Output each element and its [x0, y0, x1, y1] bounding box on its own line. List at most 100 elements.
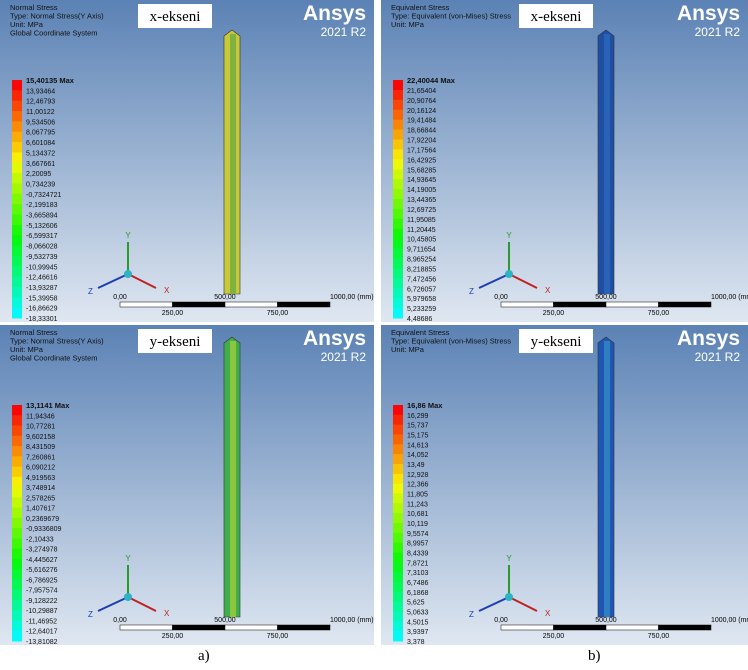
legend-band: [12, 90, 22, 101]
scale-segment: [278, 302, 331, 307]
triad-origin: [124, 593, 132, 601]
legend-value: -11,46952: [26, 618, 57, 625]
legend-value: 4,48686: [407, 316, 432, 322]
legend-value: 15,175: [407, 433, 429, 440]
legend-value: 20,90764: [407, 98, 436, 105]
legend-band: [12, 600, 22, 611]
triad-label: Z: [88, 287, 93, 296]
legend-value: 7,260861: [26, 454, 55, 461]
legend-value: -2,199183: [26, 202, 58, 209]
legend-value: 11,243: [407, 501, 428, 508]
legend-value: 12,928: [407, 472, 429, 479]
legend-value: 8,965254: [407, 257, 436, 264]
legend-band: [393, 533, 403, 543]
legend-band: [393, 562, 403, 572]
triad-origin: [124, 270, 132, 278]
legend-band: [393, 513, 403, 523]
triad-origin: [505, 270, 513, 278]
scale-label: 250,00: [162, 633, 184, 640]
legend-band: [12, 446, 22, 457]
legend-band: [12, 508, 22, 519]
triad-label: Y: [125, 554, 131, 563]
legend-value: 11,95085: [407, 217, 436, 224]
legend-band: [12, 111, 22, 122]
legend-band: [12, 277, 22, 288]
version: 2021 R2: [695, 25, 741, 39]
legend-value: -0,7324721: [26, 192, 62, 199]
triad-label: Y: [506, 554, 512, 563]
legend-value: 14,052: [407, 452, 429, 459]
legend-value: 6,601084: [26, 140, 55, 147]
legend-band: [393, 621, 403, 631]
legend-value: 0,2369679: [26, 516, 59, 523]
scale-segment: [120, 302, 173, 307]
scale-segment: [554, 625, 607, 630]
scale-label: 750,00: [267, 310, 289, 317]
legend-value: 8,218855: [407, 266, 436, 273]
legend-band: [12, 569, 22, 580]
scale-segment: [501, 625, 554, 630]
legend-value: 5,0633: [407, 610, 429, 617]
legend-band: [393, 259, 403, 269]
scale-label: 1000,00 (mm): [330, 294, 374, 301]
legend-band: [393, 572, 403, 582]
version: 2021 R2: [321, 25, 367, 39]
legend-value: 5,134372: [26, 150, 55, 157]
legend-value: 15,68285: [407, 167, 436, 174]
legend-value: 6,1868: [407, 590, 429, 597]
scale-segment: [225, 302, 278, 307]
legend-band: [393, 425, 403, 435]
legend-band: [12, 477, 22, 488]
legend-value: 10,77281: [26, 424, 55, 431]
legend-band: [12, 426, 22, 437]
legend-value: -0,9336809: [26, 526, 62, 533]
scale-label: 0,00: [113, 294, 127, 301]
scale-label: 250,00: [543, 633, 565, 640]
scale-label: 250,00: [543, 310, 565, 317]
header-line: Unit: MPa: [391, 20, 425, 29]
legend-value: 22,40044 Max: [407, 76, 456, 85]
legend-band: [12, 132, 22, 143]
legend-band: [393, 454, 403, 464]
legend-value: 9,534506: [26, 119, 55, 126]
legend-value: 7,3103: [407, 570, 429, 577]
legend-band: [12, 631, 22, 642]
legend-band: [393, 278, 403, 288]
legend-value: 8,431509: [26, 444, 55, 451]
legend-value: 2,20095: [26, 171, 51, 178]
scale-segment: [659, 625, 712, 630]
legend-band: [393, 592, 403, 602]
legend-value: -5,616276: [26, 567, 58, 574]
legend-band: [12, 436, 22, 447]
legend-value: 16,42925: [407, 157, 436, 164]
legend-band: [12, 487, 22, 498]
panel-label: y-ekseni: [531, 334, 582, 350]
beam-face: [604, 341, 610, 617]
legend-band: [393, 484, 403, 494]
legend-band: [12, 152, 22, 163]
scale-segment: [554, 302, 607, 307]
legend-value: -10,29887: [26, 608, 58, 615]
legend-band: [12, 620, 22, 631]
legend-value: -7,957574: [26, 588, 58, 595]
legend-band: [393, 189, 403, 199]
legend-band: [393, 140, 403, 150]
legend-band: [12, 163, 22, 174]
legend-band: [393, 249, 403, 259]
legend-value: 14,93645: [407, 177, 436, 184]
version: 2021 R2: [321, 350, 367, 364]
legend-value: 8,067795: [26, 130, 55, 137]
background: [381, 325, 748, 645]
scale-label: 0,00: [494, 617, 508, 624]
legend-band: [12, 415, 22, 426]
legend-band: [12, 559, 22, 570]
legend-band: [393, 474, 403, 484]
legend-band: [393, 120, 403, 130]
legend-value: 4,919563: [26, 475, 55, 482]
legend-band: [12, 80, 22, 91]
header-line: Global Coordinate System: [10, 29, 98, 38]
legend-value: 12,69725: [407, 207, 436, 214]
triad-label: Z: [88, 610, 93, 619]
legend-value: 6,726057: [407, 286, 436, 293]
legend-value: 13,44365: [407, 197, 436, 204]
